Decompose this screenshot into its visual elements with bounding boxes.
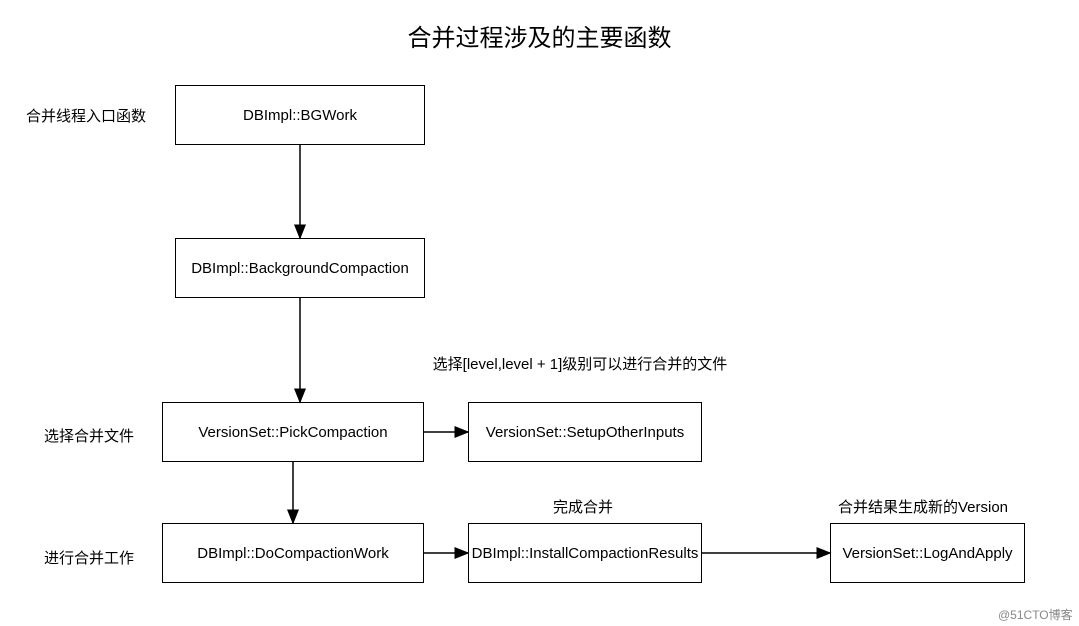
node-label: DBImpl::DoCompactionWork — [197, 545, 388, 562]
node-pick: VersionSet::PickCompaction — [162, 402, 424, 462]
node-dowork: DBImpl::DoCompactionWork — [162, 523, 424, 583]
node-label: DBImpl::InstallCompactionResults — [472, 545, 699, 562]
node-bgwork: DBImpl::BGWork — [175, 85, 425, 145]
node-label: VersionSet::PickCompaction — [198, 424, 387, 441]
node-label: VersionSet::LogAndApply — [842, 545, 1012, 562]
annotation-version: 合并结果生成新的Version — [833, 496, 1013, 517]
diagram-title: 合并过程涉及的主要函数 — [408, 18, 672, 53]
node-label: DBImpl::BackgroundCompaction — [191, 260, 409, 277]
watermark: @51CTO博客 — [998, 606, 1073, 623]
annotation-select-level: 选择[level,level + 1]级别可以进行合并的文件 — [430, 353, 730, 374]
node-label: VersionSet::SetupOtherInputs — [486, 424, 684, 441]
node-logapply: VersionSet::LogAndApply — [830, 523, 1025, 583]
node-bgcompaction: DBImpl::BackgroundCompaction — [175, 238, 425, 298]
node-setup: VersionSet::SetupOtherInputs — [468, 402, 702, 462]
side-label-work: 进行合并工作 — [34, 547, 134, 568]
annotation-complete: 完成合并 — [548, 496, 618, 517]
node-label: DBImpl::BGWork — [243, 107, 357, 124]
side-label-select: 选择合并文件 — [34, 425, 134, 446]
side-label-entry: 合并线程入口函数 — [16, 105, 146, 126]
node-install: DBImpl::InstallCompactionResults — [468, 523, 702, 583]
